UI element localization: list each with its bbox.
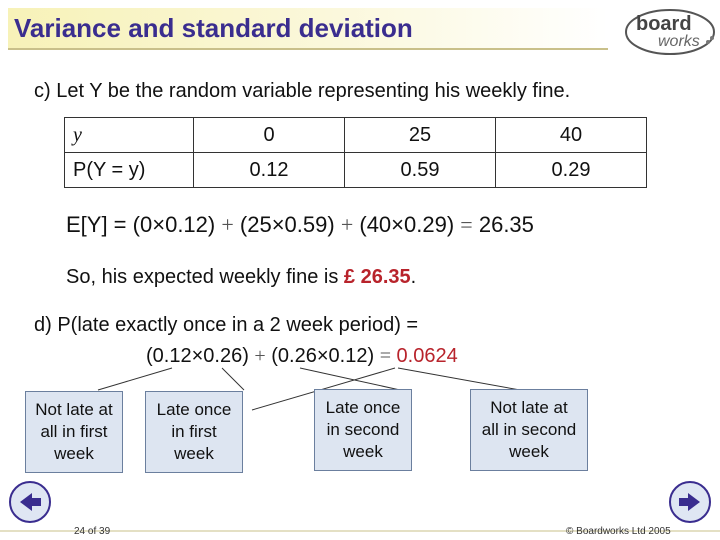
arrow-left-icon <box>20 493 41 511</box>
expectation-term-3: (40×0.29) <box>359 212 455 237</box>
explanation-box-2: Late once in first week <box>145 391 243 473</box>
conclusion-prefix: So, his expected weekly fine is <box>66 266 344 288</box>
logo-text-bottom: works <box>658 33 700 50</box>
expectation-lhs: E[Y] = <box>66 212 127 237</box>
slide-title: Variance and standard deviation <box>14 13 413 43</box>
probability-result: 0.0624 <box>396 345 458 367</box>
expectation-equation: E[Y] = (0×0.12) + (25×0.59) + (40×0.29) … <box>66 212 534 237</box>
conclusion-suffix: . <box>410 266 417 288</box>
distribution-table: y 0 25 40 P(Y = y) 0.12 0.59 0.29 <box>64 117 647 188</box>
expectation-result: 26.35 <box>478 212 534 237</box>
table-cell: 0.12 <box>193 152 345 188</box>
part-c-intro: c) Let Y be the random variable represen… <box>34 80 571 102</box>
arrow-right-icon <box>679 493 700 511</box>
connector-line <box>221 367 245 391</box>
table-row: P(Y = y) 0.12 0.59 0.29 <box>64 152 647 188</box>
probability-equation: (0.12×0.26) + (0.26×0.12) = 0.0624 <box>146 345 458 367</box>
connector-line <box>397 367 521 391</box>
connector-line <box>299 367 401 391</box>
previous-slide-button[interactable] <box>8 480 52 524</box>
part-d-question: d) P(late exactly once in a 2 week perio… <box>34 314 419 336</box>
table-cell: 0.29 <box>495 152 647 188</box>
expectation-term-2: (25×0.59) <box>239 212 335 237</box>
explanation-box-1: Not late at all in first week <box>25 391 123 473</box>
probability-term-1: (0.12×0.26) <box>146 345 249 367</box>
page-number: 24 of 39 <box>74 526 111 537</box>
boardworks-logo: board works <box>625 9 715 55</box>
table-row: y 0 25 40 <box>64 117 647 153</box>
conclusion-text: So, his expected weekly fine is £ 26.35. <box>66 266 416 289</box>
conclusion-value: £ 26.35 <box>343 266 411 288</box>
explanation-box-3: Late once in second week <box>314 389 412 471</box>
copyright-text: © Boardworks Ltd 2005 <box>566 526 671 537</box>
next-slide-button[interactable] <box>668 480 712 524</box>
footer-bar <box>0 523 720 540</box>
title-bar: Variance and standard deviation <box>8 8 608 50</box>
explanation-box-4: Not late at all in second week <box>470 389 588 471</box>
probability-term-2: (0.26×0.12) <box>271 345 375 367</box>
expectation-term-1: (0×0.12) <box>132 212 216 237</box>
table-cell: 0.59 <box>344 152 496 188</box>
connector-line <box>97 367 173 391</box>
logo-text-top: board <box>636 13 692 35</box>
